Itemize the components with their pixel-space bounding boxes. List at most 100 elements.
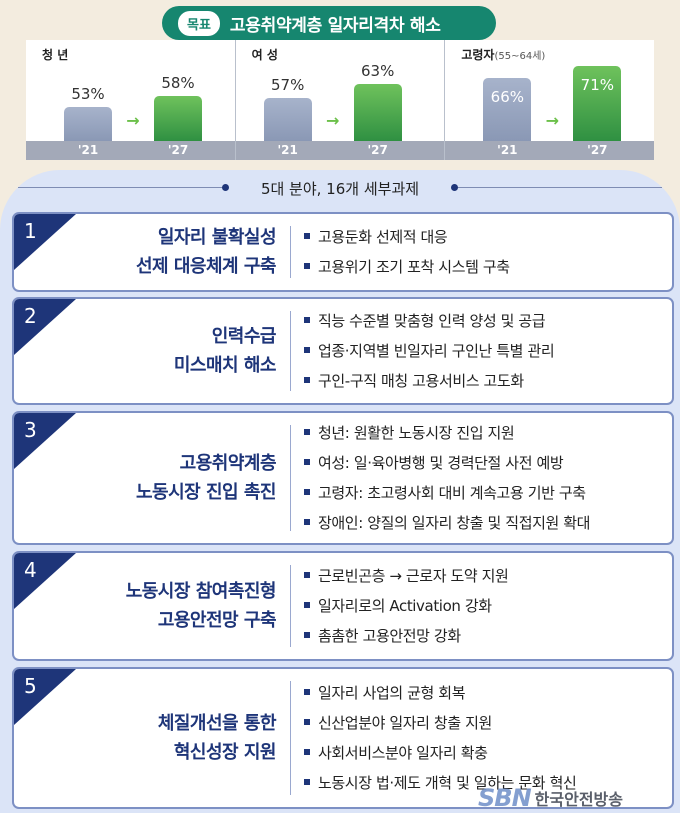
list-item-text: 노동시장 법·제도 개혁 및 일하는 문화 혁신 bbox=[318, 774, 577, 792]
list-item: 업종·지역별 빈일자리 구인난 특별 관리 bbox=[304, 336, 555, 366]
list-item: 고용위기 조기 포착 시스템 구축 bbox=[304, 252, 510, 282]
list-item-text: 업종·지역별 빈일자리 구인난 특별 관리 bbox=[318, 342, 555, 360]
card-title-line: 미스매치 해소 bbox=[173, 355, 277, 376]
axis-tick-label: '27 bbox=[367, 143, 388, 157]
square-bullet-icon bbox=[304, 631, 310, 638]
list-item-text: 고령자: 초고령사회 대비 계속고용 기반 구축 bbox=[318, 484, 586, 502]
list-item: 고용둔화 선제적 대응 bbox=[304, 222, 510, 252]
chart-panel-youth: 청 년 '21 '27 53% 58% → bbox=[26, 40, 235, 160]
square-bullet-icon bbox=[304, 232, 310, 239]
bar-value-label: 71% bbox=[580, 76, 615, 95]
list-item: 신산업분야 일자리 창출 지원 bbox=[304, 708, 576, 738]
list-item: 일자리로의 Activation 강화 bbox=[304, 591, 508, 621]
axis-tick-label: '21 bbox=[77, 143, 99, 157]
goal-tag: 목표 bbox=[178, 10, 220, 36]
card-title: 노동시장 참여촉진형 고용안전망 구축 bbox=[54, 577, 277, 635]
bar-2021 bbox=[483, 77, 532, 141]
square-bullet-icon bbox=[304, 262, 310, 269]
card-title-line: 노동시장 참여촉진형 bbox=[125, 581, 277, 602]
list-item-text: 일자리로의 Activation 강화 bbox=[318, 597, 492, 615]
chart-axis: '21 '27 bbox=[235, 141, 445, 160]
square-bullet-icon bbox=[304, 376, 310, 383]
square-bullet-icon bbox=[304, 518, 310, 525]
list-item: 촘촘한 고용안전망 강화 bbox=[304, 621, 508, 651]
card-number: 5 bbox=[24, 674, 37, 698]
list-item: 노동시장 법·제도 개혁 및 일하는 문화 혁신 bbox=[304, 768, 577, 798]
square-bullet-icon bbox=[304, 428, 310, 435]
card-title: 고용취약계층 노동시장 진입 촉진 bbox=[54, 449, 277, 507]
list-item-text: 사회서비스분야 일자리 확충 bbox=[318, 744, 488, 762]
bar-value-label: 63% bbox=[361, 62, 395, 81]
arrow-right-icon: → bbox=[545, 111, 560, 130]
chart-axis: '21 '27 bbox=[445, 141, 655, 160]
list-item-text: 장애인: 양질의 일자리 창출 및 직접지원 확대 bbox=[318, 514, 591, 532]
card-number: 2 bbox=[24, 304, 37, 328]
card-corner-badge bbox=[14, 553, 76, 609]
bar-value-label: 66% bbox=[490, 87, 525, 106]
square-bullet-icon bbox=[304, 718, 310, 725]
card-separator bbox=[290, 425, 291, 531]
card-corner-badge bbox=[14, 214, 76, 270]
divider-right bbox=[452, 187, 662, 188]
chart-title: 고령자(55~64세) bbox=[461, 48, 546, 62]
square-bullet-icon bbox=[304, 571, 310, 578]
list-item-text: 직능 수준별 맞춤형 인력 양성 및 공급 bbox=[318, 312, 546, 330]
bar-value-label: 53% bbox=[71, 85, 105, 104]
chart-axis: '21 '27 bbox=[26, 141, 235, 160]
section-subtitle: 5대 분야, 16개 세부과제 bbox=[0, 178, 680, 199]
axis-tick-label: '27 bbox=[587, 143, 608, 157]
card-title-line: 체질개선을 통한 bbox=[157, 713, 277, 734]
card-separator bbox=[290, 226, 291, 278]
square-bullet-icon bbox=[304, 346, 310, 353]
bar-value-label: 57% bbox=[271, 76, 305, 95]
card-title: 일자리 불확실성 선제 대응체계 구축 bbox=[54, 223, 277, 281]
bar-2021 bbox=[263, 98, 312, 141]
axis-tick-label: '21 bbox=[277, 143, 298, 157]
card-title: 인력수급 미스매치 해소 bbox=[54, 322, 277, 380]
list-item: 고령자: 초고령사회 대비 계속고용 기반 구축 bbox=[304, 478, 590, 508]
watermark-logo: SBN bbox=[478, 784, 532, 812]
square-bullet-icon bbox=[304, 748, 310, 755]
square-bullet-icon bbox=[304, 316, 310, 323]
list-item: 여성: 일·육아병행 및 경력단절 사전 예방 bbox=[304, 448, 590, 478]
list-item-text: 고용위기 조기 포착 시스템 구축 bbox=[318, 258, 510, 276]
list-item-text: 구인-구직 매칭 고용서비스 고도화 bbox=[318, 372, 524, 390]
card-number: 1 bbox=[24, 219, 37, 243]
divider-left bbox=[18, 187, 228, 188]
square-bullet-icon bbox=[304, 778, 310, 785]
card-corner-badge bbox=[14, 413, 76, 469]
card-corner-badge bbox=[14, 669, 76, 725]
list-item: 구인-구직 매칭 고용서비스 고도화 bbox=[304, 366, 554, 396]
axis-tick-label: '27 bbox=[167, 143, 189, 157]
square-bullet-icon bbox=[304, 688, 310, 695]
list-item: 근로빈곤층 → 근로자 도약 지원 bbox=[304, 561, 509, 591]
list-item-text: 여성: 일·육아병행 및 경력단절 사전 예방 bbox=[318, 454, 564, 472]
card-title-line: 일자리 불확실성 bbox=[157, 227, 277, 248]
list-item: 청년: 원활한 노동시장 진입 지원 bbox=[304, 418, 590, 448]
list-item-text: 근로빈곤층 → 근로자 도약 지원 bbox=[318, 567, 509, 585]
card-title-line: 혁신성장 지원 bbox=[173, 742, 277, 763]
list-item-text: 청년: 원활한 노동시장 진입 지원 bbox=[318, 424, 515, 442]
card-separator bbox=[290, 681, 291, 795]
chart-title: 여 성 bbox=[251, 48, 278, 62]
square-bullet-icon bbox=[304, 601, 310, 608]
chart-strip: 청 년 '21 '27 53% 58% → 여 성 '21 '27 57% 63% → 고령… bbox=[26, 40, 655, 160]
list-item: 일자리 사업의 균형 회복 bbox=[304, 678, 576, 708]
goal-banner: 목표 고용취약계층 일자리격차 해소 bbox=[162, 6, 496, 40]
card-corner-badge bbox=[14, 299, 76, 355]
bar-2027 bbox=[353, 84, 402, 141]
bar-2027 bbox=[573, 66, 622, 141]
arrow-right-icon: → bbox=[325, 111, 340, 130]
card-number: 4 bbox=[24, 558, 37, 582]
chart-title: 청 년 bbox=[42, 48, 69, 62]
